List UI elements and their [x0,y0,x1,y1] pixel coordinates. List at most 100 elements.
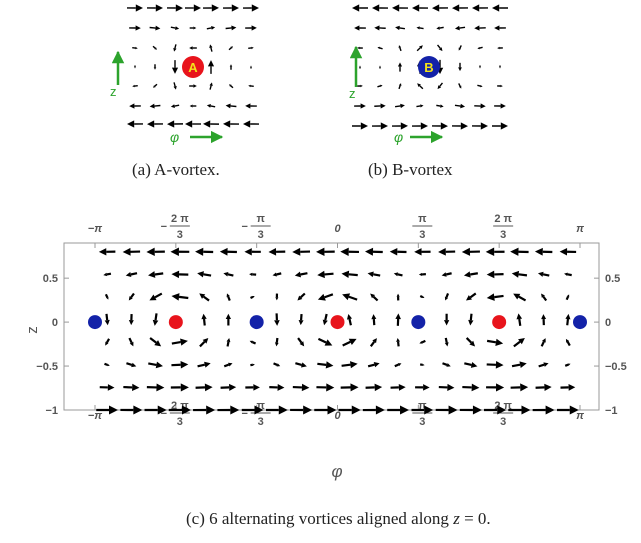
field-arrow [292,383,310,392]
field-arrow [242,4,259,12]
field-arrow [292,247,311,256]
field-arrow [508,405,531,415]
field-arrow [185,4,201,12]
field-arrow [435,405,458,415]
x-tick-numerator: π [418,400,427,412]
field-arrow [377,84,383,88]
field-arrow [144,405,167,415]
field-arrow [341,270,358,278]
field-arrow [370,293,379,302]
field-arrow [534,247,553,256]
field-arrow [126,4,143,12]
field-arrow [209,82,213,90]
field-arrow [146,383,165,392]
field-arrow [374,25,386,31]
field-arrow [250,65,252,69]
field-arrow [540,338,546,347]
vortex-marker-B [411,315,426,330]
z-axis-label: z [110,84,117,99]
field-arrow [391,122,408,130]
field-arrow [171,360,189,369]
x-tick-denominator: 3 [177,416,183,428]
field-arrow [342,293,358,301]
field-arrow [322,313,328,326]
field-arrow [510,247,529,256]
field-arrow [458,62,462,72]
field-arrow [462,383,480,392]
field-arrow [201,313,207,326]
field-arrow [170,247,190,257]
panel-b-vector-field: z φ B [349,4,509,145]
field-arrow [541,314,547,326]
field-arrow [189,104,197,108]
field-arrow [290,405,313,415]
field-arrow [229,64,233,70]
field-arrow [225,103,237,109]
field-arrow [465,337,476,347]
field-arrow [472,4,489,12]
field-arrow [459,405,482,415]
x-tick-sign: − [241,221,247,233]
field-arrow [171,293,189,301]
field-arrow [193,405,216,415]
field-arrow [477,84,483,88]
field-arrow [125,271,138,278]
field-arrow [497,46,503,50]
field-arrow [564,272,572,277]
field-arrow [268,248,286,256]
field-arrow [389,247,407,256]
field-arrow [444,337,449,347]
field-arrow [559,248,577,256]
field-arrow [471,122,488,130]
field-arrow [342,338,357,347]
field-arrow [396,293,400,301]
field-arrow [452,4,469,12]
field-arrow [217,405,240,415]
field-arrow [98,248,116,256]
field-arrow [146,247,165,256]
x-tick-label: −π [88,223,102,235]
field-arrow [416,104,424,108]
field-arrow [352,4,369,12]
field-arrow [269,384,285,391]
field-arrow [128,292,135,301]
field-arrow [513,293,527,302]
field-arrow [167,120,184,128]
field-arrow [274,313,280,326]
field-arrow [316,383,335,392]
field-arrow [565,313,571,326]
field-arrow [134,65,136,69]
field-arrow [171,270,189,279]
field-arrow [149,25,161,31]
field-arrow [265,405,288,415]
field-arrow [411,405,434,415]
field-arrow [538,362,549,368]
x-tick-sign: − [161,221,167,233]
field-arrow [148,361,163,369]
field-arrow [317,270,334,279]
field-arrow [195,383,213,392]
field-arrow [222,4,239,12]
field-arrow [149,292,163,301]
field-arrow [535,383,552,391]
field-arrow [458,45,462,51]
field-arrow [438,247,456,256]
x-tick-label: π [576,223,584,235]
field-arrow [398,45,402,52]
field-arrow [152,313,159,326]
field-arrow [415,384,430,391]
field-arrow [148,271,164,278]
field-arrow [170,383,189,392]
vortex-marker-B [573,315,587,330]
field-arrow [485,247,505,257]
field-arrow [298,313,304,326]
vortex-marker-B [249,315,264,330]
y-tick-label: −0.5 [605,361,627,373]
x-axis-label: φ [331,462,342,481]
field-arrow [241,405,264,415]
field-arrow [565,294,570,301]
field-arrow [351,122,368,130]
field-arrow [438,383,455,391]
vortex-b-marker [418,56,440,78]
caption-c-var: z [453,509,460,528]
